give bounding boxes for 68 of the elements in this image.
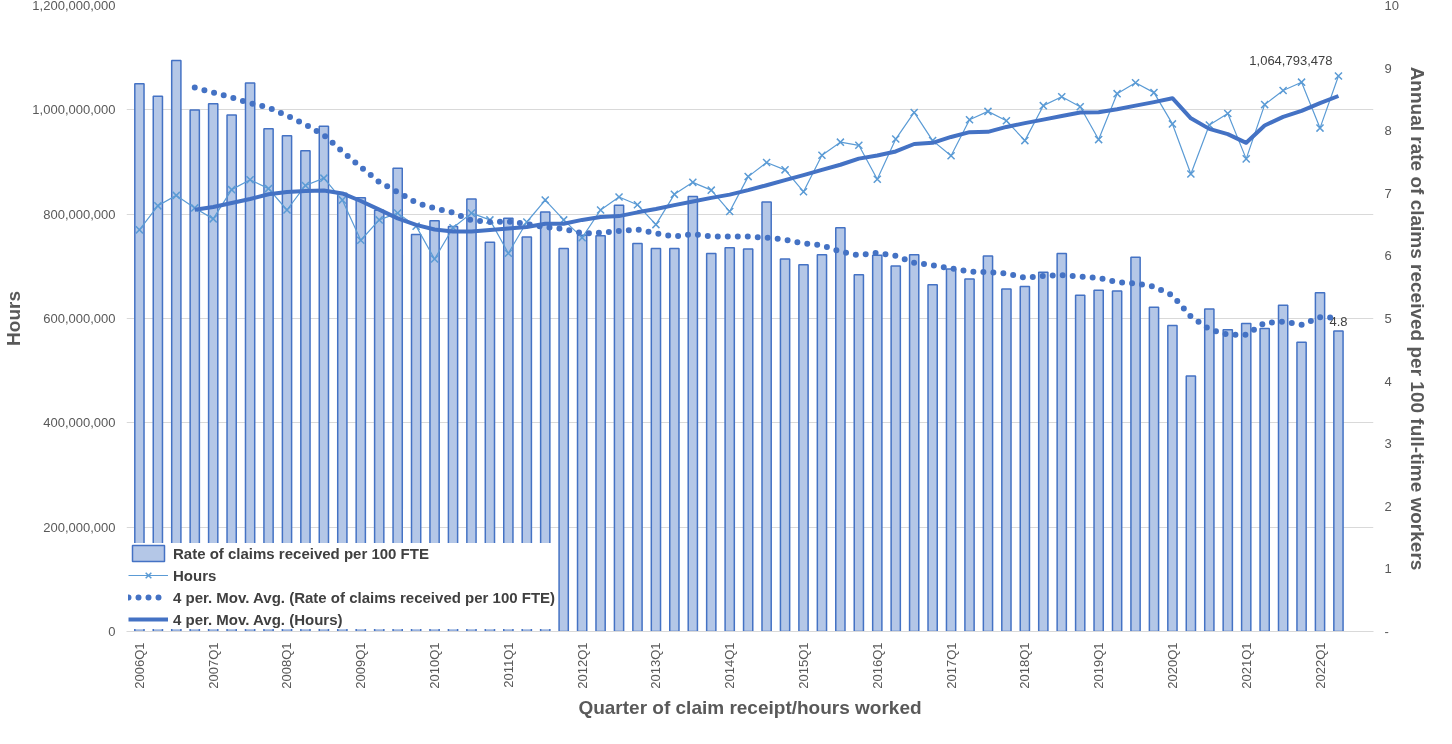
x-tick-label: 2015Q1 (796, 642, 811, 689)
x-tick-label: 2016Q1 (869, 642, 885, 689)
bar (853, 273, 865, 632)
bar (650, 247, 662, 632)
y2-tick-label: 10 (1384, 0, 1399, 13)
bar (1093, 289, 1105, 632)
legend-label: Rate of claims received per 100 FTE (173, 544, 429, 562)
bar (779, 258, 791, 632)
y2-tick-label: 4 (1384, 373, 1392, 389)
x-tick-label: 2020Q1 (1164, 642, 1180, 689)
bar (1167, 324, 1178, 632)
y-tick-label: 400,000,000 (43, 415, 116, 431)
y-tick-label: 600,000,000 (43, 311, 116, 326)
legend-label: Hours (173, 566, 217, 584)
bar (724, 247, 736, 632)
legend-label: 4 per. Mov. Avg. (Hours) (173, 610, 343, 628)
x-tick-label: 2010Q1 (427, 642, 443, 689)
x-tick-label: 2014Q1 (722, 642, 738, 689)
y2-tick-label: 9 (1384, 60, 1392, 76)
bar (1148, 306, 1160, 632)
bar (927, 283, 938, 632)
y-tick-label: 200,000,000 (43, 519, 116, 535)
y2-axis-title: Annual rate of claims received per 100 full-time workers (1406, 66, 1428, 571)
x-tick-label: 2011Q1 (500, 642, 516, 688)
x-tick-label: 2013Q1 (648, 642, 664, 689)
y2-tick-label: 5 (1384, 311, 1392, 326)
bar (1333, 330, 1344, 632)
y-tick-label: 800,000,000 (43, 206, 116, 222)
x-tick-label: 2012Q1 (574, 642, 590, 689)
x-tick-label: 2022Q1 (1312, 642, 1328, 689)
y-tick-label: 0 (108, 624, 116, 639)
y-tick-label: 1,000,000,000 (32, 102, 116, 118)
x-tick-label: 2017Q1 (943, 642, 959, 689)
x-tick-label: 2007Q1 (205, 642, 221, 689)
y-tick-label: 1,200,000,000 (32, 0, 116, 13)
x-tick-label: 2021Q1 (1238, 642, 1254, 689)
x-axis-title: Quarter of claim receipt/hours worked (578, 696, 922, 718)
bar (669, 247, 680, 632)
y-axis-title: Hours (3, 291, 25, 346)
x-tick-label: 2019Q1 (1091, 642, 1107, 689)
bar (890, 265, 902, 632)
bar (1296, 341, 1307, 632)
x-tick-label: 2018Q1 (1017, 642, 1033, 689)
y2-tick-label: 6 (1384, 248, 1392, 264)
bar (1074, 294, 1086, 632)
y2-tick-label: 2 (1384, 498, 1392, 514)
bar (558, 247, 570, 632)
y2-tick-label: 3 (1384, 436, 1392, 452)
bar (742, 248, 754, 632)
bar (798, 263, 809, 632)
x-tick-label: 2008Q1 (279, 642, 295, 689)
bar (964, 278, 975, 632)
bar (705, 252, 717, 632)
data-label: 1,064,793,478 (1249, 52, 1333, 68)
y2-tick-label: 8 (1384, 123, 1392, 139)
bar (1001, 288, 1012, 632)
legend-label: 4 per. Mov. Avg. (Rate of claims received per 100 FTE) (173, 588, 556, 606)
y2-tick-label: 7 (1384, 185, 1392, 201)
data-label: 4.8 (1329, 313, 1348, 329)
y2-tick-label: - (1384, 624, 1389, 639)
y2-tick-label: 1 (1384, 561, 1392, 577)
x-tick-label: 2009Q1 (353, 642, 369, 689)
bar (1019, 285, 1031, 632)
bar (1111, 290, 1123, 632)
bar (1185, 375, 1197, 632)
x-tick-label: 2006Q1 (131, 642, 147, 689)
bar (816, 253, 828, 632)
bar (632, 242, 643, 632)
